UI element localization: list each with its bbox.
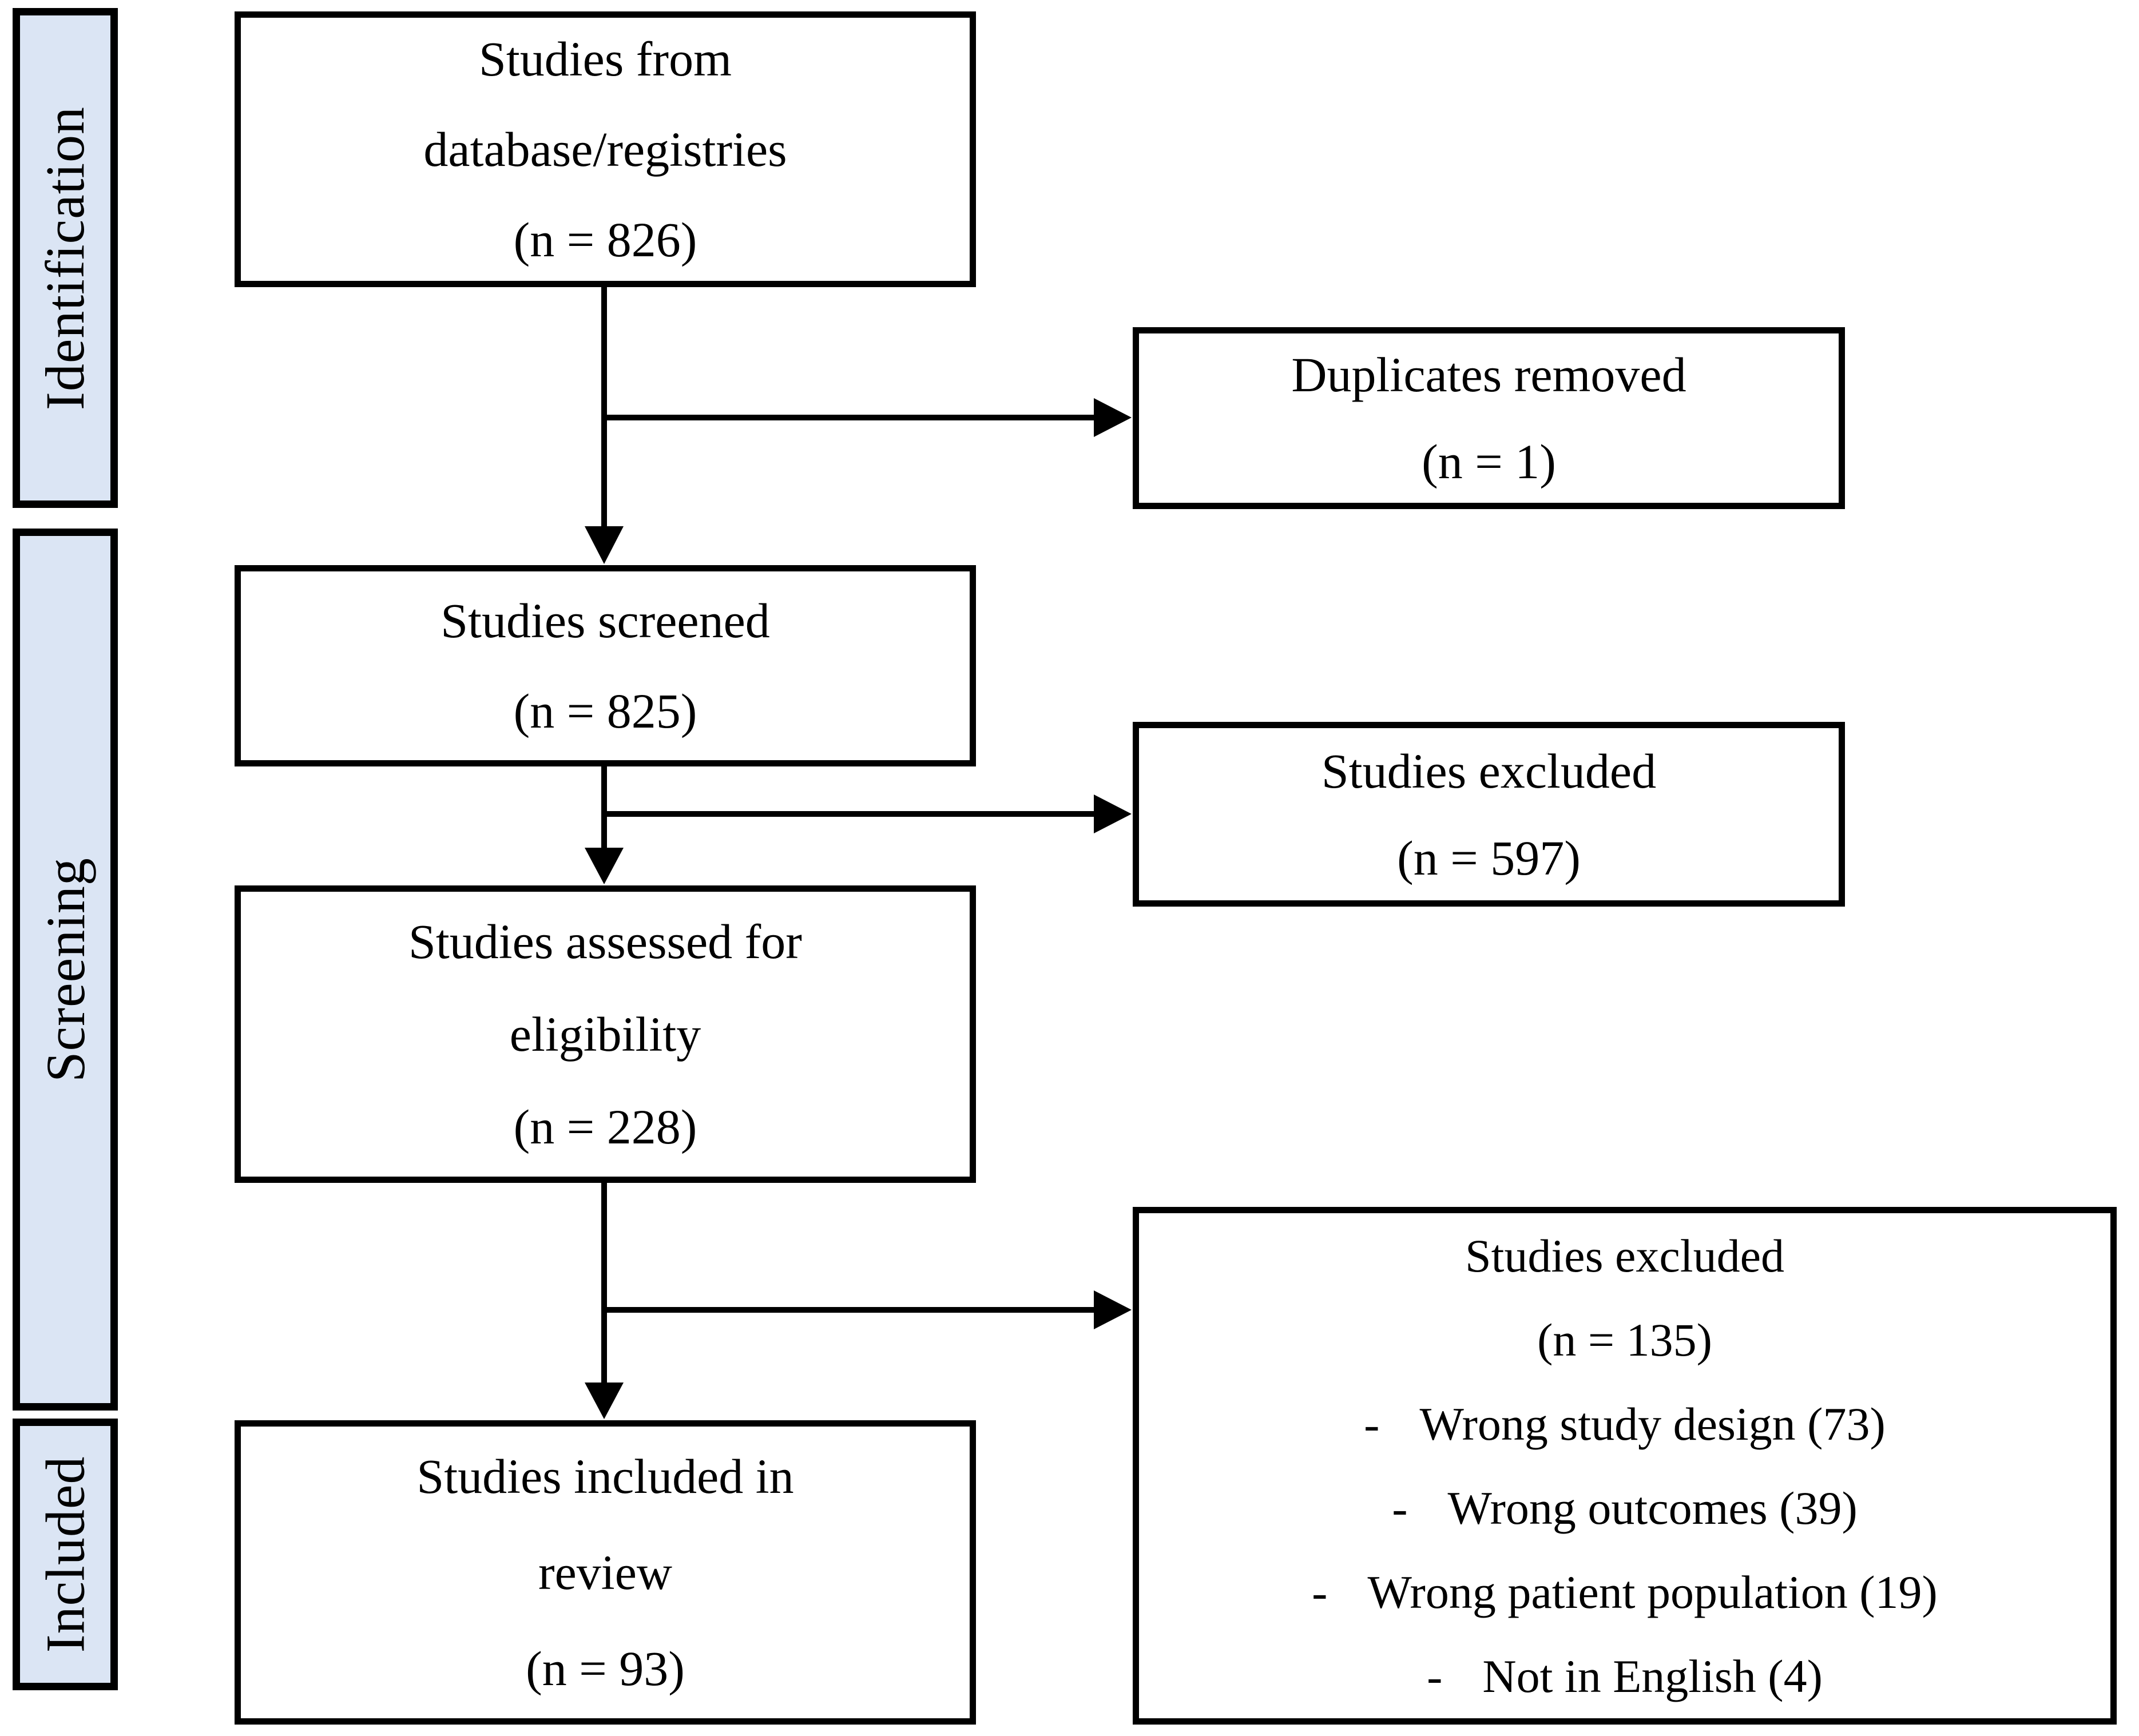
flow-box-assessed: Studies assessed for eligibility (n = 22… <box>235 885 976 1183</box>
flow-box-excluded-screening-count: (n = 597) <box>1397 830 1581 885</box>
flow-box-included-count: (n = 93) <box>526 1641 685 1696</box>
flow-box-assessed-line2: eligibility <box>509 1007 701 1062</box>
exclusion-reason-bullet: - <box>1392 1481 1408 1534</box>
flow-box-excluded-screening-line1: Studies excluded <box>1321 743 1657 799</box>
arrowhead-right-1 <box>1094 398 1132 437</box>
exclusion-reason: - Wrong study design (73) <box>1364 1382 1886 1466</box>
flow-box-included-line1: Studies included in <box>416 1449 794 1504</box>
flow-box-excluded-screening: Studies excluded (n = 597) <box>1133 722 1845 907</box>
flow-box-excluded-eligibility: Studies excluded (n = 135) - Wrong study … <box>1133 1207 2117 1725</box>
arrowhead-down-2 <box>585 848 624 884</box>
flow-box-duplicates-removed: Duplicates removed (n = 1) <box>1133 327 1845 509</box>
exclusion-reason-text: Wrong outcomes (39) <box>1447 1481 1858 1534</box>
flow-box-included-line2: review <box>538 1545 672 1600</box>
stage-band-included: Included <box>13 1419 118 1690</box>
exclusion-reason-text: Not in English (4) <box>1482 1650 1823 1702</box>
exclusion-reason: - Wrong patient population (19) <box>1312 1550 1938 1634</box>
arrowhead-right-2 <box>1094 794 1132 833</box>
flow-box-duplicates-line1: Duplicates removed <box>1291 347 1686 402</box>
flow-box-source: Studies from database/registries (n = 82… <box>235 11 976 287</box>
exclusion-reason-bullet: - <box>1312 1566 1328 1618</box>
stage-band-identification: Identification <box>13 8 118 508</box>
stage-label-identification: Identification <box>34 106 96 410</box>
flow-box-excluded-eligibility-line1: Studies excluded <box>1465 1229 1784 1282</box>
arrowhead-down-1 <box>585 526 624 564</box>
exclusion-reason-bullet: - <box>1364 1397 1380 1450</box>
flow-box-assessed-count: (n = 228) <box>513 1099 697 1154</box>
arrowhead-right-3 <box>1094 1290 1132 1329</box>
stage-label-included: Included <box>34 1456 96 1653</box>
flow-box-excluded-eligibility-count: (n = 135) <box>1537 1313 1712 1366</box>
flow-box-source-count: (n = 826) <box>513 212 697 267</box>
exclusion-reason-bullet: - <box>1427 1650 1443 1702</box>
flow-box-screened-count: (n = 825) <box>513 684 697 738</box>
flow-box-assessed-line1: Studies assessed for <box>408 914 802 969</box>
exclusion-reason-text: Wrong patient population (19) <box>1367 1566 1938 1618</box>
arrowhead-down-3 <box>585 1383 624 1419</box>
exclusion-reason: - Wrong outcomes (39) <box>1392 1466 1858 1550</box>
flow-box-duplicates-count: (n = 1) <box>1422 434 1556 489</box>
exclusion-reason-text: Wrong study design (73) <box>1419 1397 1886 1450</box>
stage-label-screening: Screening <box>34 857 96 1082</box>
flow-box-included-review: Studies included in review (n = 93) <box>235 1420 976 1725</box>
flow-box-source-line2: database/registries <box>423 122 787 177</box>
flow-box-screened-line1: Studies screened <box>441 593 770 648</box>
flow-box-source-line1: Studies from <box>479 31 732 86</box>
exclusion-reason: - Not in English (4) <box>1427 1634 1823 1718</box>
stage-band-screening: Screening <box>13 529 118 1411</box>
flow-box-screened: Studies screened (n = 825) <box>235 565 976 766</box>
